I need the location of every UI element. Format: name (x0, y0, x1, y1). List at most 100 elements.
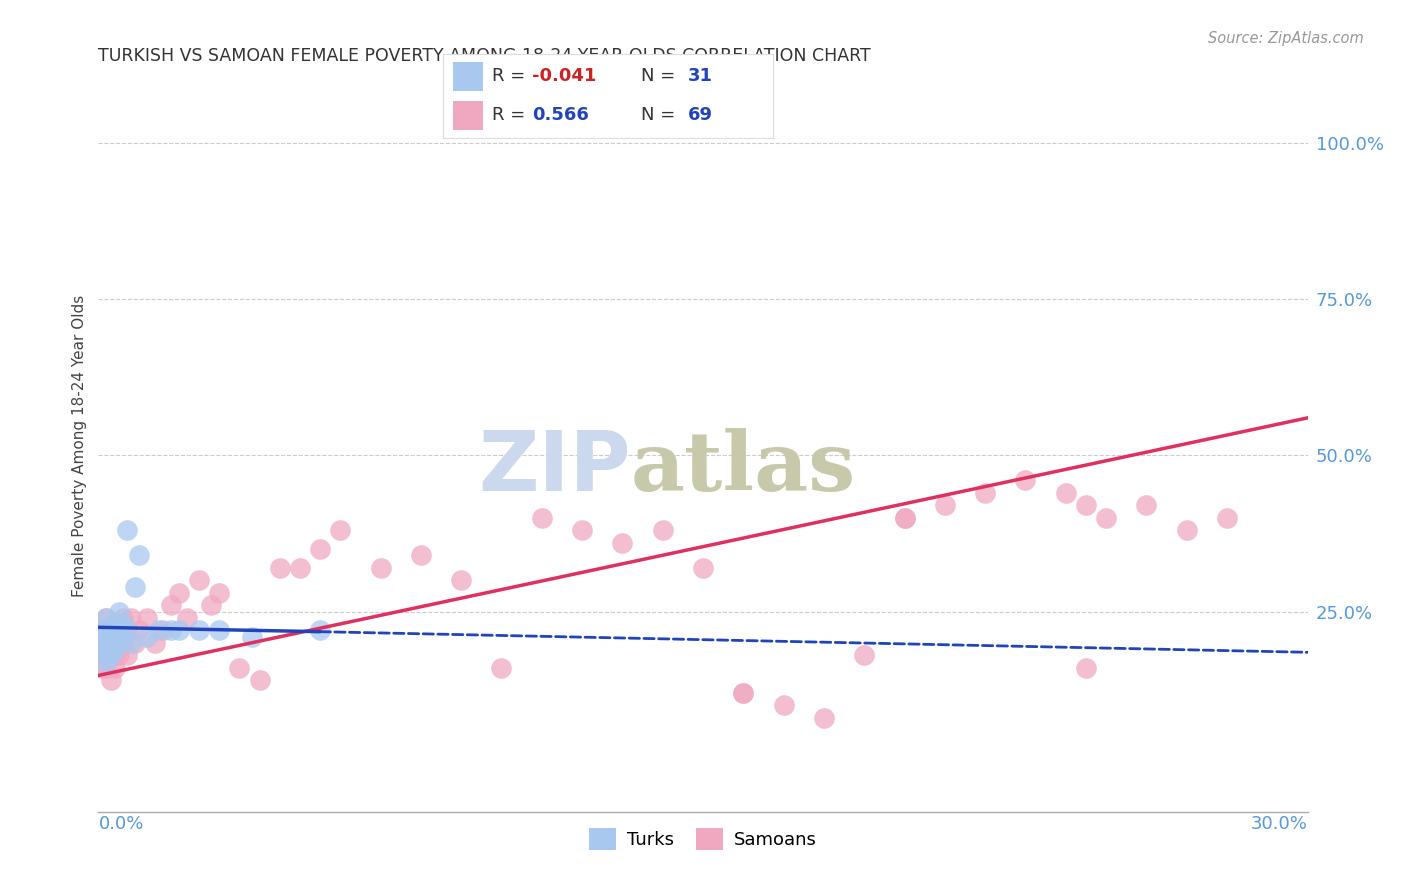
Point (111, 630, 134, 644)
Point (103, 648, 125, 663)
Point (107, 648, 129, 663)
Y-axis label: Female Poverty Among 18-24 Year Olds: Female Poverty Among 18-24 Year Olds (72, 295, 87, 597)
Point (240, 630, 263, 644)
Point (571, 524, 593, 538)
Text: atlas: atlas (630, 428, 856, 508)
Point (1074, 661, 1097, 675)
Point (772, 698, 794, 713)
Point (1074, 499, 1097, 513)
Point (111, 636, 134, 650)
Point (96, 611, 118, 625)
Point (91, 624, 114, 638)
Text: Source: ZipAtlas.com: Source: ZipAtlas.com (1208, 31, 1364, 46)
Text: TURKISH VS SAMOAN FEMALE POVERTY AMONG 18-24 YEAR OLDS CORRELATION CHART: TURKISH VS SAMOAN FEMALE POVERTY AMONG 1… (98, 47, 872, 65)
Point (329, 524, 352, 538)
Point (91, 648, 114, 663)
Point (208, 624, 231, 638)
Point (733, 686, 755, 700)
Point (167, 586, 190, 600)
Point (96, 630, 118, 644)
Text: R =: R = (492, 106, 537, 124)
Point (91, 661, 114, 675)
Text: 0.0%: 0.0% (98, 815, 143, 833)
Point (115, 648, 138, 663)
Point (115, 624, 138, 638)
Text: N =: N = (641, 106, 681, 124)
Point (1014, 474, 1036, 488)
Point (103, 624, 125, 638)
Point (1095, 511, 1118, 525)
Point (128, 624, 150, 638)
Text: R =: R = (492, 68, 531, 86)
Point (188, 574, 211, 588)
Point (288, 561, 311, 575)
Point (188, 624, 211, 638)
Point (143, 636, 166, 650)
Point (176, 611, 198, 625)
Point (152, 624, 174, 638)
Bar (453, 101, 482, 130)
Point (200, 599, 222, 613)
Point (148, 624, 170, 638)
Point (100, 624, 122, 638)
Point (107, 636, 129, 650)
Point (269, 561, 291, 575)
Point (135, 630, 157, 644)
Bar (453, 62, 482, 91)
Point (1054, 486, 1077, 500)
Point (91, 636, 114, 650)
Point (208, 586, 231, 600)
Point (733, 686, 755, 700)
Text: N =: N = (641, 68, 681, 86)
Point (100, 648, 122, 663)
Point (107, 636, 129, 650)
Point (530, 511, 553, 525)
Point (309, 542, 332, 557)
Point (100, 648, 122, 663)
Point (491, 661, 513, 675)
Point (813, 711, 835, 725)
Point (450, 574, 472, 588)
Point (100, 636, 122, 650)
Text: -0.041: -0.041 (531, 68, 596, 86)
Point (96, 624, 118, 638)
Point (111, 617, 134, 632)
Point (115, 624, 138, 638)
Point (651, 524, 673, 538)
Legend: Turks, Samoans: Turks, Samoans (582, 821, 824, 857)
Point (135, 611, 157, 625)
Point (91, 624, 114, 638)
Point (103, 642, 125, 657)
Point (100, 673, 122, 688)
Point (228, 661, 250, 675)
Point (309, 624, 332, 638)
Point (612, 536, 634, 550)
Point (100, 624, 122, 638)
Point (1135, 499, 1157, 513)
Point (91, 636, 114, 650)
Point (167, 624, 190, 638)
Point (103, 661, 125, 675)
Point (692, 561, 714, 575)
Point (103, 617, 125, 632)
Point (96, 611, 118, 625)
Point (1175, 524, 1198, 538)
Text: 30.0%: 30.0% (1251, 815, 1308, 833)
Point (96, 655, 118, 669)
Text: 69: 69 (688, 106, 713, 124)
Text: 0.566: 0.566 (531, 106, 589, 124)
Point (160, 599, 183, 613)
Point (103, 630, 125, 644)
Point (120, 611, 142, 625)
Point (120, 636, 142, 650)
Point (370, 561, 392, 575)
Point (107, 605, 129, 619)
Point (853, 648, 876, 663)
Point (91, 648, 114, 663)
Point (107, 624, 129, 638)
Point (893, 511, 915, 525)
Point (249, 673, 271, 688)
Point (124, 636, 146, 650)
Point (409, 549, 432, 563)
Point (103, 636, 125, 650)
